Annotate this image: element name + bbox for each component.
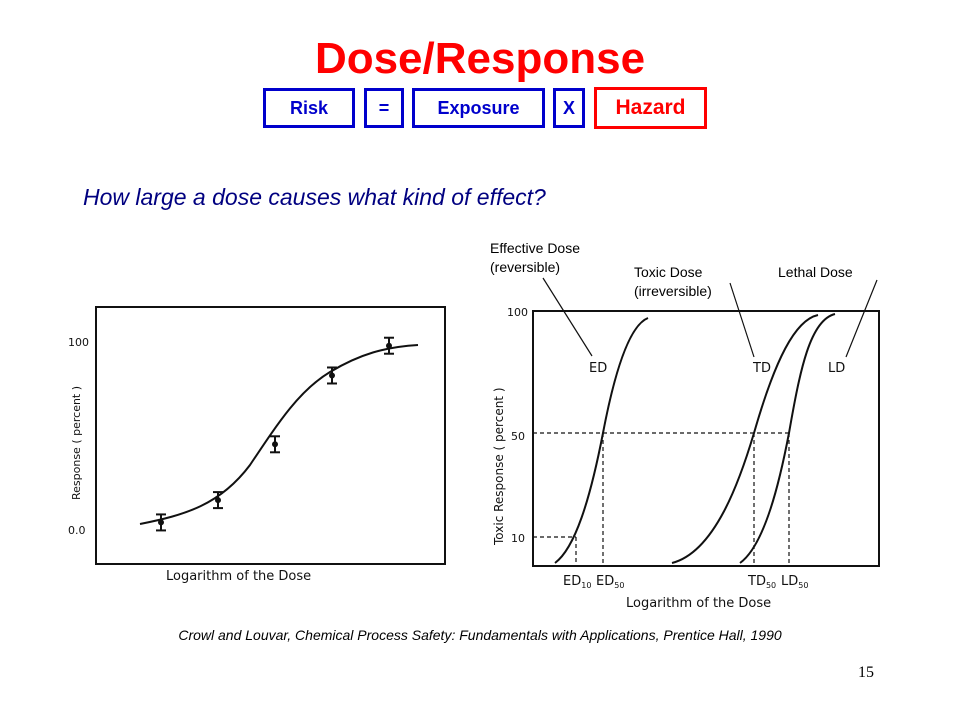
- equals-box: =: [364, 88, 404, 128]
- ld50-main: LD: [781, 574, 798, 589]
- ed-curve: [554, 317, 649, 564]
- right-ytick-50: 50: [511, 430, 525, 443]
- ed50-label: ED50: [596, 574, 624, 590]
- risk-box: Risk: [263, 88, 355, 128]
- slide-title: Dose/Response: [314, 34, 646, 83]
- ed50-sub: 50: [614, 581, 624, 590]
- times-box: X: [553, 88, 585, 128]
- left-data-point: [213, 491, 223, 510]
- effective-dose-line1: Effective Dose: [490, 240, 581, 256]
- left-data-points: [156, 336, 394, 532]
- ld-curve: [739, 313, 836, 564]
- left-data-point: [384, 336, 394, 355]
- annotation-leaders: [542, 277, 878, 358]
- left-plot: 100 0.0 Response ( percent ) Logarithm o…: [68, 306, 446, 584]
- left-sigmoid-curve: [139, 344, 419, 525]
- left-ytick-0: 0.0: [68, 524, 86, 537]
- hazard-box: Hazard: [594, 87, 707, 129]
- left-data-point: [156, 513, 166, 532]
- ed50-main: ED: [596, 574, 614, 589]
- toxic-dose-label: Toxic Dose (irreversible): [634, 263, 712, 301]
- effective-dose-label: Effective Dose (reversible): [490, 239, 580, 277]
- toxic-dose-line1: Toxic Dose: [634, 264, 703, 280]
- td-curve-label: TD: [752, 361, 771, 376]
- left-ytick-100: 100: [68, 336, 89, 349]
- right-plot-frame: [532, 310, 880, 567]
- effective-dose-line2: (reversible): [490, 259, 561, 275]
- ed10-main: ED: [563, 574, 581, 589]
- left-data-point: [270, 435, 280, 454]
- ed10-label: ED10: [563, 574, 591, 590]
- page-number: 15: [858, 664, 874, 681]
- ed10-sub: 10: [581, 581, 591, 590]
- toxic-dose-line2: (irreversible): [634, 283, 712, 299]
- ld50-sub: 50: [798, 581, 808, 590]
- ld50-label: LD50: [781, 574, 808, 590]
- ed-curve-label: ED: [589, 361, 607, 376]
- exposure-box: Exposure: [412, 88, 545, 128]
- right-ytick-100: 100: [507, 306, 528, 319]
- question-text: How large a dose causes what kind of eff…: [83, 184, 546, 210]
- td50-main: TD: [747, 574, 766, 589]
- effective-leader: [542, 277, 593, 357]
- lethal-leader: [845, 279, 878, 358]
- left-data-point: [327, 366, 337, 385]
- right-plot: 100 50 10 Toxic Response ( percent ) Log…: [492, 306, 880, 611]
- reference-lines: [533, 432, 790, 566]
- ld-curve-label: LD: [828, 361, 845, 376]
- right-ylabel: Toxic Response ( percent ): [492, 387, 506, 546]
- td50-sub: 50: [766, 581, 776, 590]
- left-ylabel: Response ( percent ): [70, 386, 83, 500]
- td-curve: [671, 314, 819, 564]
- citation-text: Crowl and Louvar, Chemical Process Safet…: [178, 627, 782, 643]
- td50-label: TD50: [747, 574, 776, 590]
- left-xlabel: Logarithm of the Dose: [166, 569, 311, 584]
- lethal-dose-label: Lethal Dose: [778, 264, 853, 280]
- toxic-leader: [729, 282, 755, 358]
- right-ytick-10: 10: [511, 532, 525, 545]
- right-xlabel: Logarithm of the Dose: [626, 596, 771, 611]
- left-plot-frame: [95, 306, 446, 565]
